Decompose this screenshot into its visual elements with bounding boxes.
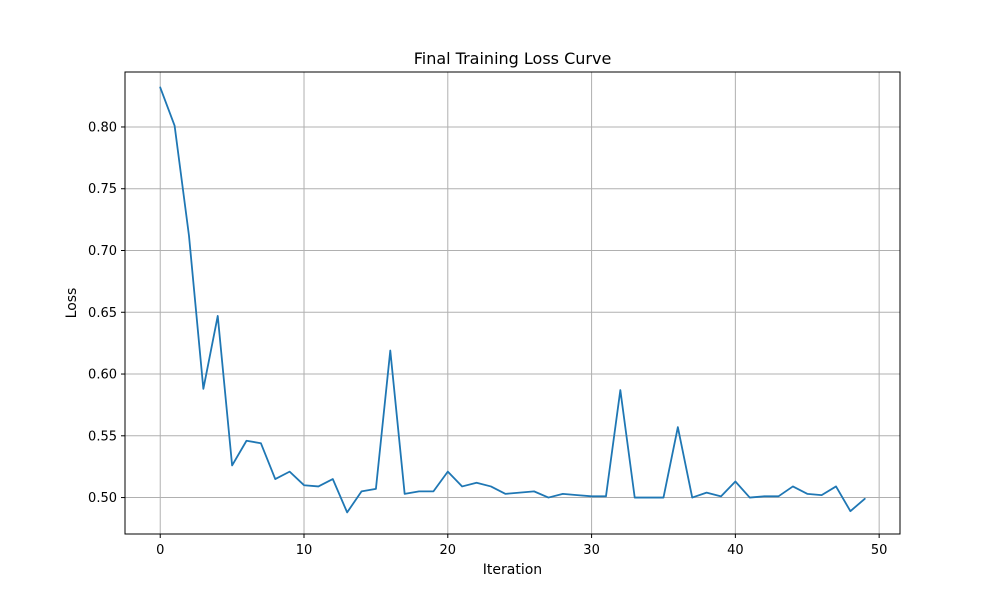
y-tick-label: 0.65 <box>88 306 117 321</box>
y-axis-label: Loss <box>64 288 80 319</box>
axis-ticks: 0 10 20 30 40 50 0.50 0.55 0.60 0.65 0.70 0.75 0.80 <box>88 120 887 558</box>
y-tick-label: 0.70 <box>88 244 117 259</box>
x-tick-label: 30 <box>583 543 600 558</box>
y-tick-label: 0.60 <box>88 368 117 383</box>
y-tick-label: 0.75 <box>88 182 117 197</box>
y-tick-label: 0.80 <box>88 120 117 135</box>
x-tick-label: 40 <box>727 543 744 558</box>
y-tick-label: 0.50 <box>88 491 117 506</box>
x-tick-label: 50 <box>871 543 888 558</box>
x-tick-label: 0 <box>156 543 164 558</box>
y-tick-label: 0.55 <box>88 429 117 444</box>
grid <box>125 72 900 534</box>
x-tick-label: 10 <box>296 543 313 558</box>
x-tick-label: 20 <box>440 543 457 558</box>
x-axis-label: Iteration <box>483 562 542 578</box>
series-line-loss <box>159 86 866 514</box>
chart-title: Final Training Loss Curve <box>414 49 612 68</box>
plot-frame <box>124 71 901 535</box>
series-group <box>159 86 866 514</box>
